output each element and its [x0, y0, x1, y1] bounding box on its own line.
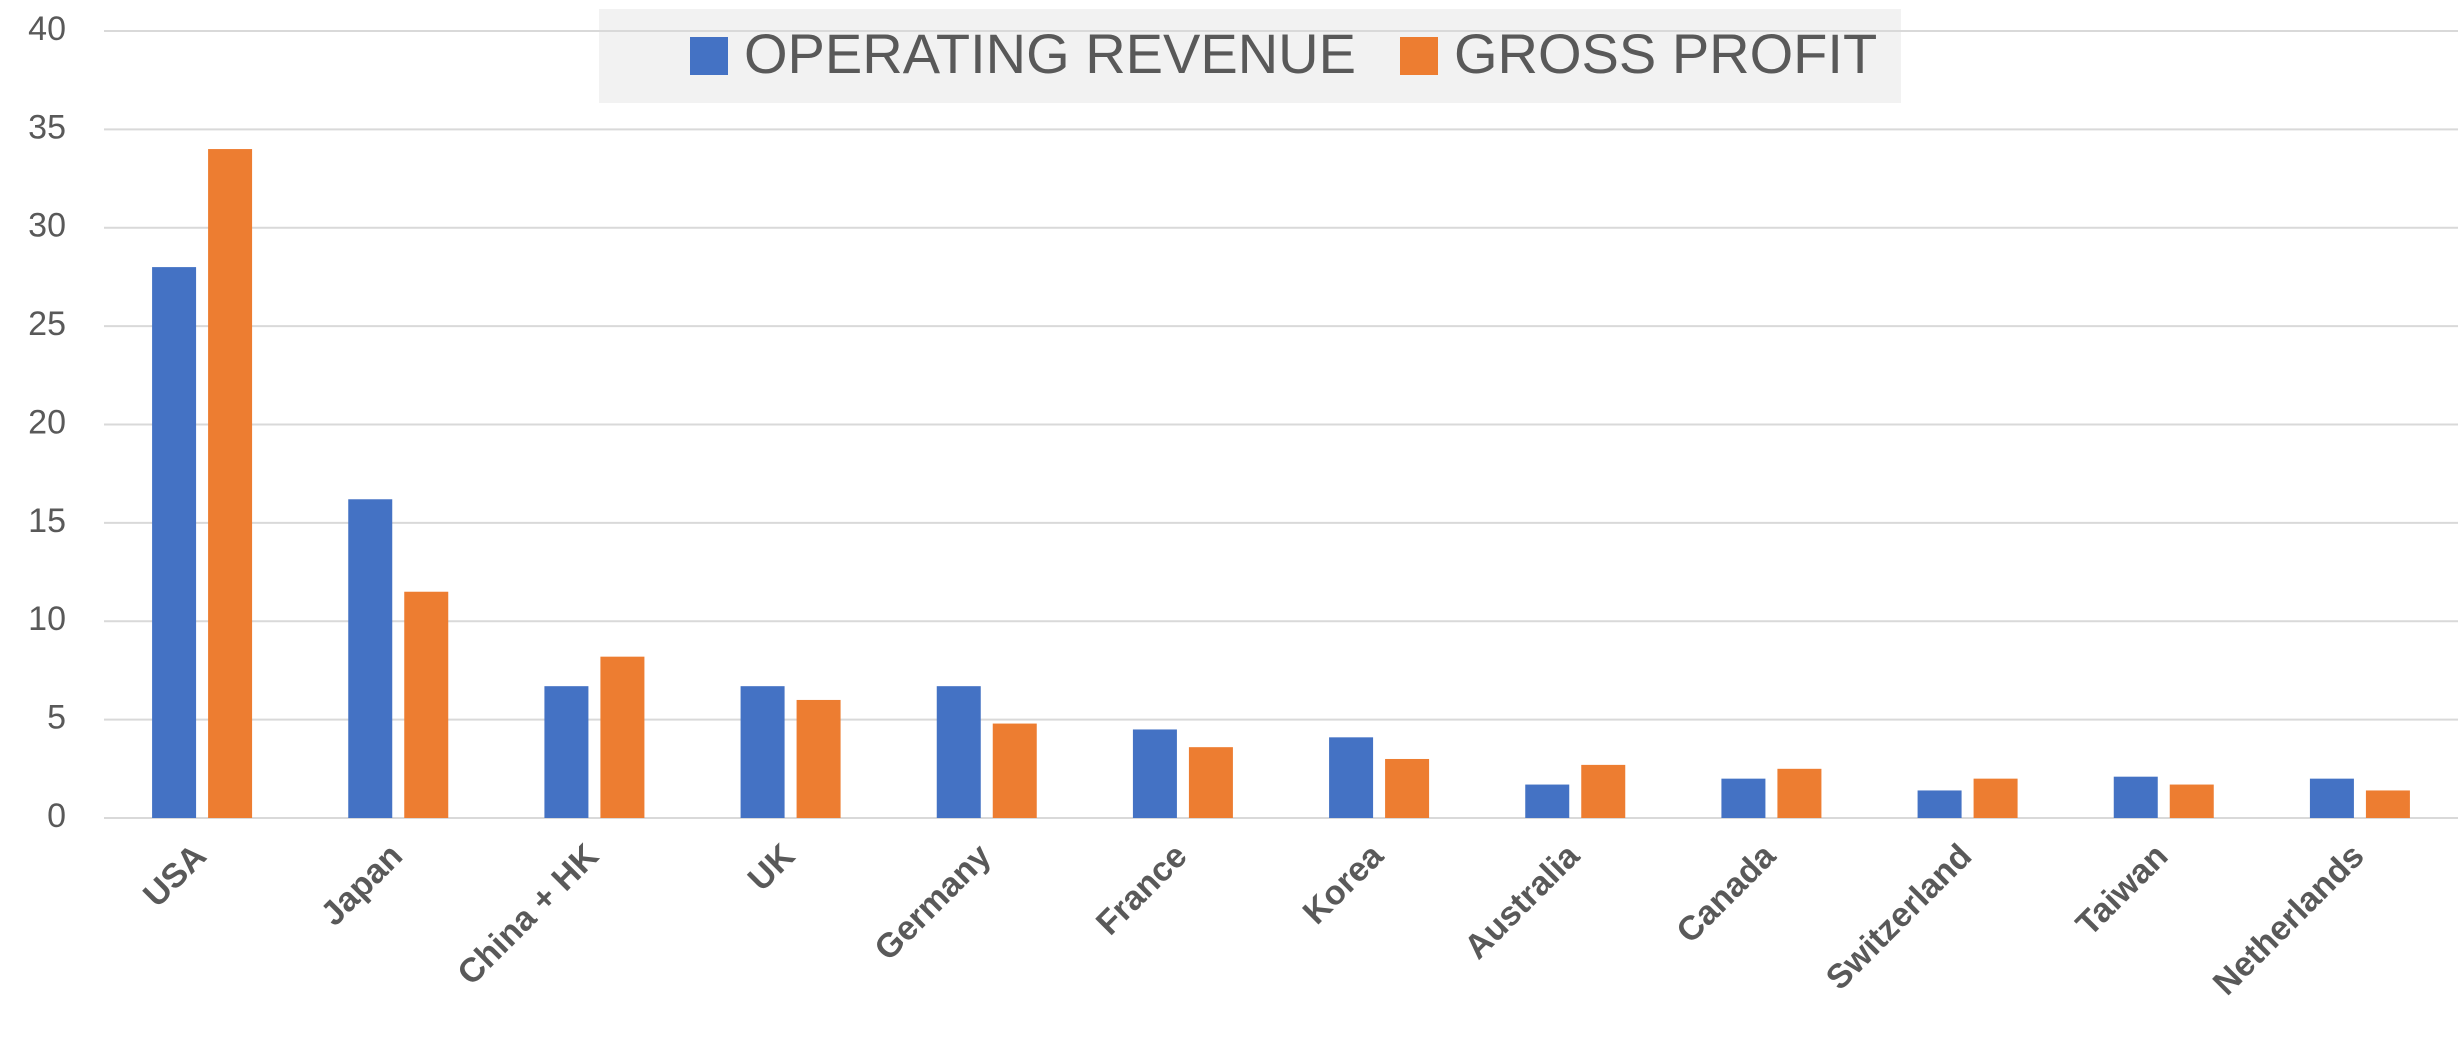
bar — [600, 656, 645, 818]
x-tick-label: Taiwan — [2069, 837, 2176, 944]
bar — [740, 686, 785, 818]
bar — [1525, 784, 1570, 818]
y-tick-label: 5 — [47, 699, 66, 737]
legend-marker — [690, 37, 728, 75]
x-tick-label: Switzerland — [1819, 837, 1979, 997]
bar — [1721, 778, 1766, 818]
bar — [1917, 790, 1962, 818]
y-tick-label: 25 — [28, 305, 66, 343]
bar — [404, 591, 449, 818]
legend-marker — [1400, 37, 1438, 75]
bar — [992, 723, 1037, 818]
x-tick-label: Japan — [314, 837, 410, 933]
bar — [1777, 768, 1822, 818]
y-tick-label: 0 — [47, 797, 66, 835]
legend-label: GROSS PROFIT — [1454, 22, 1877, 85]
bar — [208, 149, 253, 819]
bar — [1973, 778, 2018, 818]
bar — [1581, 764, 1626, 818]
bar — [796, 699, 841, 818]
bar — [936, 686, 981, 818]
bar — [544, 686, 589, 818]
x-tick-label: UK — [741, 836, 803, 898]
bar — [2169, 784, 2214, 818]
legend-label: OPERATING REVENUE — [744, 22, 1356, 85]
y-tick-label: 15 — [28, 502, 66, 540]
y-tick-label: 40 — [28, 10, 66, 48]
x-tick-label: China + HK — [450, 836, 606, 992]
bar — [1329, 737, 1374, 818]
bar — [348, 499, 393, 818]
bar — [152, 267, 197, 819]
y-tick-label: 20 — [28, 403, 66, 441]
y-tick-label: 10 — [28, 600, 66, 638]
bar — [2365, 790, 2410, 818]
x-tick-label: Canada — [1669, 836, 1783, 950]
x-tick-label: Netherlands — [2206, 837, 2372, 1003]
bar — [1132, 729, 1177, 818]
bar — [2309, 778, 2354, 818]
legend-box — [599, 9, 1901, 103]
bar — [1385, 758, 1430, 818]
x-tick-label: Germany — [867, 837, 998, 968]
bar — [1188, 747, 1233, 818]
y-tick-label: 30 — [28, 207, 66, 245]
x-tick-label: France — [1089, 837, 1195, 943]
x-tick-label: Korea — [1296, 836, 1392, 932]
y-tick-label: 35 — [28, 108, 66, 146]
x-tick-label: USA — [136, 837, 214, 915]
x-tick-label: Australia — [1457, 836, 1588, 967]
bar — [2113, 776, 2158, 818]
